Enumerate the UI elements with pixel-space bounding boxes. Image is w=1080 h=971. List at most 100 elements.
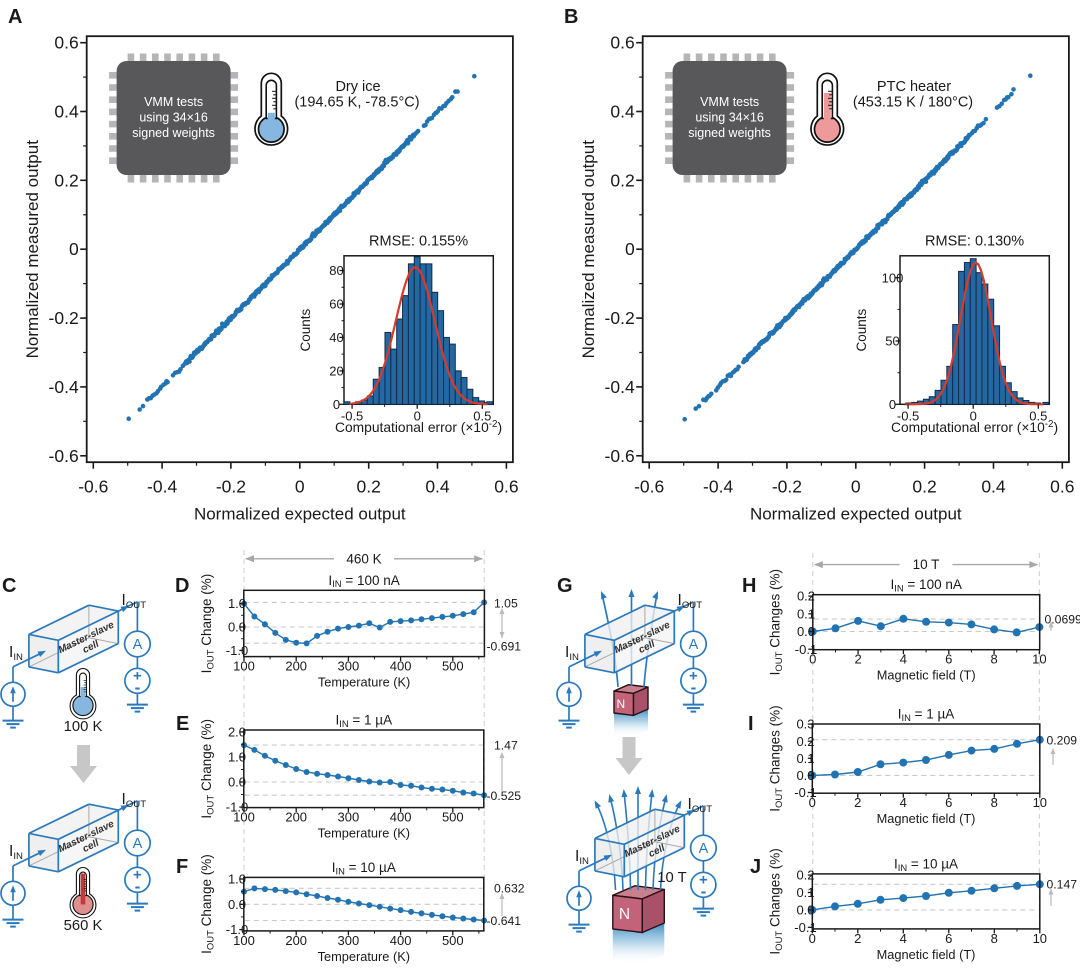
svg-text:D: D: [175, 575, 189, 597]
svg-text:-0.2: -0.2: [49, 308, 79, 328]
svg-text:0.4: 0.4: [54, 102, 79, 122]
svg-text:A: A: [133, 836, 143, 852]
svg-text:200: 200: [285, 659, 307, 674]
svg-text:0.0: 0.0: [797, 624, 815, 639]
svg-text:signed weights: signed weights: [132, 126, 215, 140]
svg-text:500: 500: [442, 933, 464, 948]
svg-text:20: 20: [329, 364, 343, 379]
svg-text:F: F: [176, 856, 188, 878]
svg-text:PTC heater: PTC heater: [877, 79, 951, 95]
svg-text:-0.1: -0.1: [795, 642, 817, 657]
svg-text:IIN = 10 µA: IIN = 10 µA: [332, 860, 396, 876]
svg-text:0.0: 0.0: [796, 903, 814, 918]
svg-text:4: 4: [900, 795, 907, 810]
svg-text:2.0: 2.0: [228, 725, 246, 740]
svg-text:-1.0: -1.0: [226, 800, 248, 815]
svg-text:0.2: 0.2: [796, 868, 814, 883]
svg-text:-1.0: -1.0: [226, 922, 248, 937]
svg-text:0.3: 0.3: [796, 717, 814, 732]
svg-text:6: 6: [945, 795, 952, 810]
svg-text:N: N: [619, 906, 630, 923]
svg-text:0.5: 0.5: [1029, 408, 1047, 423]
svg-text:0.6: 0.6: [494, 477, 518, 497]
svg-text:IIN = 10 µA: IIN = 10 µA: [894, 856, 958, 872]
svg-text:0: 0: [625, 239, 635, 259]
svg-text:0.0: 0.0: [796, 768, 814, 783]
svg-text:using 34×16: using 34×16: [139, 111, 208, 125]
svg-text:1.05: 1.05: [494, 597, 518, 611]
svg-text:Temperature (K): Temperature (K): [318, 949, 410, 964]
svg-text:400: 400: [390, 810, 412, 825]
svg-text:-0.1: -0.1: [794, 785, 816, 800]
svg-text:IOUT Changes (%): IOUT Changes (%): [768, 705, 786, 811]
svg-text:Temperature (K): Temperature (K): [318, 826, 410, 841]
svg-text:0: 0: [970, 408, 977, 423]
svg-text:-: -: [701, 882, 707, 901]
svg-text:IOUT Change (%): IOUT Change (%): [199, 574, 217, 674]
svg-text:IIN = 1 µA: IIN = 1 µA: [898, 707, 955, 723]
svg-text:80: 80: [329, 263, 343, 278]
svg-text:1.0: 1.0: [228, 872, 246, 887]
svg-text:-0.6: -0.6: [605, 446, 635, 466]
svg-text:-: -: [135, 877, 141, 896]
svg-text:100 K: 100 K: [64, 719, 103, 735]
svg-text:IIN = 1 µA: IIN = 1 µA: [336, 713, 393, 729]
svg-text:H: H: [742, 575, 756, 597]
svg-text:0.147: 0.147: [1047, 878, 1078, 892]
svg-text:Magnetic field (T): Magnetic field (T): [877, 811, 976, 826]
svg-text:VMM tests: VMM tests: [144, 95, 203, 109]
svg-text:A: A: [699, 841, 709, 857]
svg-text:+: +: [133, 667, 142, 684]
svg-text:-0.525: -0.525: [487, 789, 522, 803]
svg-text:Computational error (×10-2): Computational error (×10-2): [891, 419, 1058, 435]
svg-text:200: 200: [285, 933, 307, 948]
svg-text:Normalized measured output: Normalized measured output: [23, 140, 42, 359]
svg-text:300: 300: [338, 659, 360, 674]
svg-text:4: 4: [900, 652, 907, 667]
svg-text:500: 500: [442, 659, 464, 674]
svg-text:10: 10: [1032, 652, 1046, 667]
svg-text:1.0: 1.0: [228, 596, 246, 611]
svg-text:VMM tests: VMM tests: [700, 95, 759, 109]
svg-text:0.4: 0.4: [425, 477, 450, 497]
svg-text:400: 400: [390, 659, 412, 674]
svg-text:+: +: [133, 866, 142, 883]
svg-text:IOUT Changes (%): IOUT Changes (%): [768, 848, 786, 954]
svg-text:0: 0: [889, 397, 896, 412]
svg-text:A: A: [8, 6, 22, 28]
svg-text:IOUT Change (%): IOUT Change (%): [199, 854, 217, 954]
svg-text:-0.1: -0.1: [794, 920, 816, 935]
svg-text:0.1: 0.1: [796, 751, 814, 766]
svg-text:-0.4: -0.4: [605, 377, 635, 397]
svg-text:2: 2: [854, 652, 861, 667]
svg-text:-0.6: -0.6: [78, 477, 108, 497]
svg-text:A: A: [133, 637, 143, 653]
svg-text:Temperature (K): Temperature (K): [318, 675, 410, 690]
svg-text:0.6: 0.6: [54, 33, 78, 53]
svg-text:40: 40: [329, 330, 343, 345]
svg-text:-0.2: -0.2: [605, 308, 635, 328]
svg-text:signed weights: signed weights: [688, 126, 771, 140]
svg-text:IOUT Change (%): IOUT Change (%): [199, 719, 217, 819]
svg-text:-0.4: -0.4: [49, 377, 79, 397]
svg-text:C: C: [2, 575, 16, 597]
svg-text:(194.65 K, -78.5°C): (194.65 K, -78.5°C): [294, 95, 419, 111]
svg-text:0: 0: [809, 931, 816, 946]
svg-text:-0.6: -0.6: [634, 477, 664, 497]
svg-text:I: I: [748, 713, 754, 735]
svg-text:0.6: 0.6: [1050, 477, 1074, 497]
svg-text:500: 500: [442, 810, 464, 825]
svg-text:-0.5: -0.5: [897, 408, 919, 423]
svg-text:0.209: 0.209: [1047, 734, 1078, 748]
svg-text:A: A: [689, 637, 699, 653]
svg-text:Counts: Counts: [854, 308, 869, 351]
svg-text:60: 60: [329, 297, 343, 312]
svg-text:-0.691: -0.691: [487, 640, 522, 654]
svg-text:8: 8: [990, 652, 997, 667]
svg-text:0.1: 0.1: [797, 606, 815, 621]
svg-text:0.6: 0.6: [610, 33, 634, 53]
svg-text:0.632: 0.632: [494, 882, 525, 896]
svg-text:-0.2: -0.2: [772, 477, 802, 497]
svg-text:0: 0: [809, 795, 816, 810]
svg-text:Dry ice: Dry ice: [335, 79, 380, 95]
